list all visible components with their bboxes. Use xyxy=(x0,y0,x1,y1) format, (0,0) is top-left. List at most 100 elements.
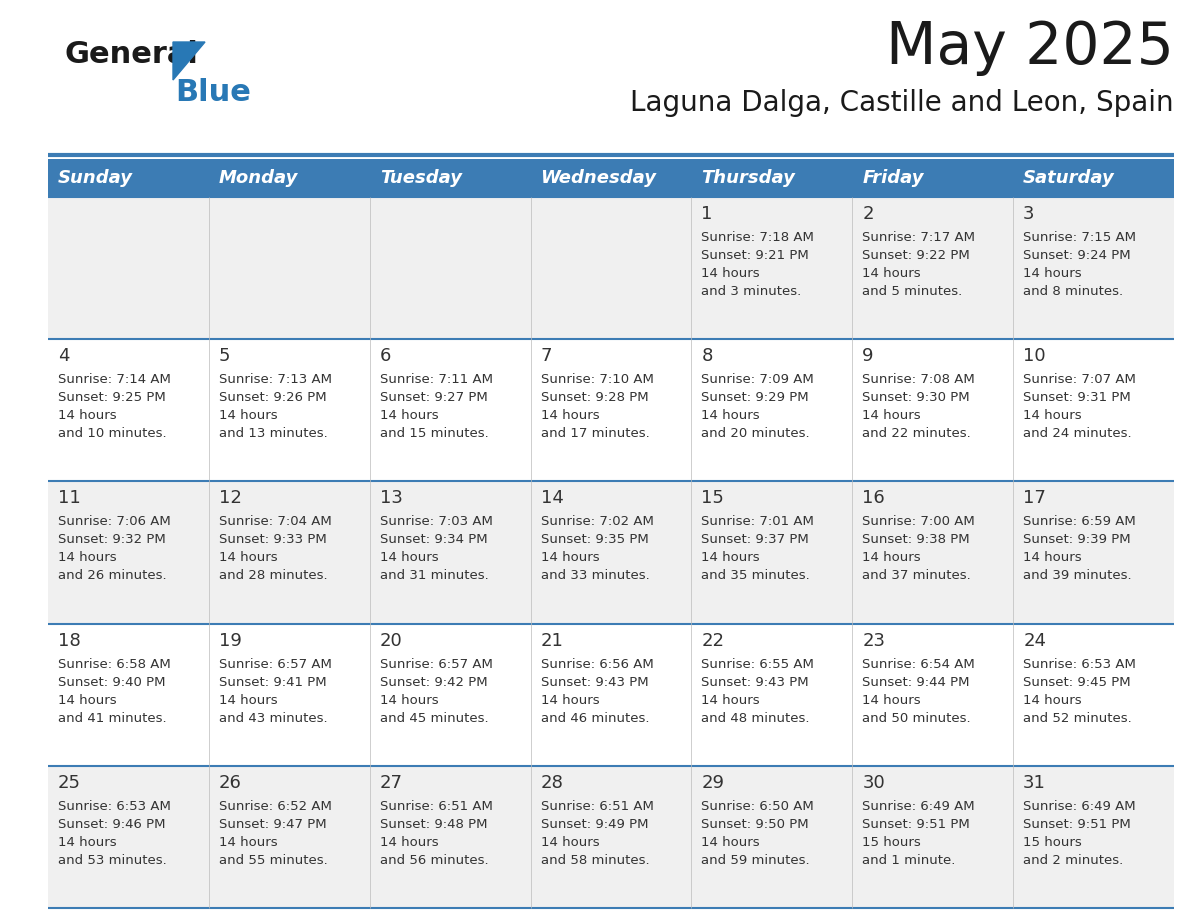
Text: and 39 minutes.: and 39 minutes. xyxy=(1023,569,1132,582)
FancyBboxPatch shape xyxy=(691,159,852,197)
Text: Saturday: Saturday xyxy=(1023,169,1114,187)
Text: 15: 15 xyxy=(701,489,725,508)
Text: and 45 minutes.: and 45 minutes. xyxy=(380,711,488,724)
Text: and 24 minutes.: and 24 minutes. xyxy=(1023,427,1132,441)
Text: and 3 minutes.: and 3 minutes. xyxy=(701,285,802,298)
Text: 14 hours: 14 hours xyxy=(1023,694,1082,707)
Text: 14 hours: 14 hours xyxy=(701,835,760,849)
Text: 14 hours: 14 hours xyxy=(541,409,599,422)
Text: Sunset: 9:48 PM: Sunset: 9:48 PM xyxy=(380,818,487,831)
Text: Sunrise: 6:56 AM: Sunrise: 6:56 AM xyxy=(541,657,653,671)
Text: Sunrise: 7:02 AM: Sunrise: 7:02 AM xyxy=(541,515,653,529)
Text: Sunrise: 6:55 AM: Sunrise: 6:55 AM xyxy=(701,657,814,671)
Text: and 10 minutes.: and 10 minutes. xyxy=(58,427,166,441)
Text: 11: 11 xyxy=(58,489,81,508)
Text: Sunrise: 7:13 AM: Sunrise: 7:13 AM xyxy=(219,374,331,386)
FancyBboxPatch shape xyxy=(691,339,852,481)
Text: Sunset: 9:44 PM: Sunset: 9:44 PM xyxy=(862,676,969,688)
FancyBboxPatch shape xyxy=(1013,481,1174,623)
Text: 6: 6 xyxy=(380,347,391,365)
Text: 20: 20 xyxy=(380,632,403,650)
Text: Sunrise: 6:53 AM: Sunrise: 6:53 AM xyxy=(1023,657,1136,671)
Text: 18: 18 xyxy=(58,632,81,650)
Text: 14: 14 xyxy=(541,489,563,508)
Text: and 22 minutes.: and 22 minutes. xyxy=(862,427,971,441)
Text: and 48 minutes.: and 48 minutes. xyxy=(701,711,810,724)
Text: 14 hours: 14 hours xyxy=(380,694,438,707)
Text: Sunset: 9:33 PM: Sunset: 9:33 PM xyxy=(219,533,327,546)
Text: 14 hours: 14 hours xyxy=(1023,267,1082,280)
Text: May 2025: May 2025 xyxy=(886,19,1174,76)
FancyBboxPatch shape xyxy=(209,197,369,339)
Text: 15 hours: 15 hours xyxy=(1023,835,1082,849)
Text: 27: 27 xyxy=(380,774,403,792)
Text: Sunset: 9:43 PM: Sunset: 9:43 PM xyxy=(701,676,809,688)
Text: Sunset: 9:26 PM: Sunset: 9:26 PM xyxy=(219,391,327,404)
Text: and 52 minutes.: and 52 minutes. xyxy=(1023,711,1132,724)
Text: and 53 minutes.: and 53 minutes. xyxy=(58,854,166,867)
Text: 15 hours: 15 hours xyxy=(862,835,921,849)
FancyBboxPatch shape xyxy=(852,197,1013,339)
Text: 14 hours: 14 hours xyxy=(380,409,438,422)
Text: and 58 minutes.: and 58 minutes. xyxy=(541,854,649,867)
FancyBboxPatch shape xyxy=(1013,159,1174,197)
Text: 14 hours: 14 hours xyxy=(701,694,760,707)
Text: Sunrise: 7:11 AM: Sunrise: 7:11 AM xyxy=(380,374,493,386)
Text: Sunrise: 6:59 AM: Sunrise: 6:59 AM xyxy=(1023,515,1136,529)
Text: 14 hours: 14 hours xyxy=(380,835,438,849)
FancyBboxPatch shape xyxy=(691,766,852,908)
Text: 24: 24 xyxy=(1023,632,1047,650)
Text: and 33 minutes.: and 33 minutes. xyxy=(541,569,650,582)
Text: 8: 8 xyxy=(701,347,713,365)
Text: Sunday: Sunday xyxy=(58,169,133,187)
Text: Sunset: 9:25 PM: Sunset: 9:25 PM xyxy=(58,391,166,404)
Text: Monday: Monday xyxy=(219,169,298,187)
FancyBboxPatch shape xyxy=(1013,197,1174,339)
Text: 7: 7 xyxy=(541,347,552,365)
Text: Sunset: 9:42 PM: Sunset: 9:42 PM xyxy=(380,676,487,688)
Text: Sunset: 9:49 PM: Sunset: 9:49 PM xyxy=(541,818,649,831)
FancyBboxPatch shape xyxy=(48,159,209,197)
FancyBboxPatch shape xyxy=(531,481,691,623)
FancyBboxPatch shape xyxy=(369,623,531,766)
Text: 4: 4 xyxy=(58,347,70,365)
Text: Sunrise: 6:57 AM: Sunrise: 6:57 AM xyxy=(219,657,331,671)
Text: 5: 5 xyxy=(219,347,230,365)
Text: 14 hours: 14 hours xyxy=(1023,552,1082,565)
Text: 13: 13 xyxy=(380,489,403,508)
Text: 14 hours: 14 hours xyxy=(862,267,921,280)
Text: 16: 16 xyxy=(862,489,885,508)
Text: and 43 minutes.: and 43 minutes. xyxy=(219,711,328,724)
Text: Sunrise: 7:06 AM: Sunrise: 7:06 AM xyxy=(58,515,171,529)
Text: 14 hours: 14 hours xyxy=(862,552,921,565)
Text: Sunrise: 6:51 AM: Sunrise: 6:51 AM xyxy=(541,800,653,812)
Text: and 55 minutes.: and 55 minutes. xyxy=(219,854,328,867)
FancyBboxPatch shape xyxy=(48,197,209,339)
Text: and 56 minutes.: and 56 minutes. xyxy=(380,854,488,867)
FancyBboxPatch shape xyxy=(531,339,691,481)
Text: and 15 minutes.: and 15 minutes. xyxy=(380,427,488,441)
FancyBboxPatch shape xyxy=(369,766,531,908)
Text: Sunset: 9:32 PM: Sunset: 9:32 PM xyxy=(58,533,166,546)
Text: Sunrise: 7:09 AM: Sunrise: 7:09 AM xyxy=(701,374,814,386)
Text: Sunset: 9:34 PM: Sunset: 9:34 PM xyxy=(380,533,487,546)
Text: Sunrise: 7:17 AM: Sunrise: 7:17 AM xyxy=(862,231,975,244)
Text: Sunrise: 7:18 AM: Sunrise: 7:18 AM xyxy=(701,231,814,244)
Text: 23: 23 xyxy=(862,632,885,650)
Text: Sunset: 9:22 PM: Sunset: 9:22 PM xyxy=(862,249,971,262)
Text: and 5 minutes.: and 5 minutes. xyxy=(862,285,962,298)
Text: Sunrise: 6:52 AM: Sunrise: 6:52 AM xyxy=(219,800,331,812)
Text: Sunrise: 6:49 AM: Sunrise: 6:49 AM xyxy=(1023,800,1136,812)
Text: Sunset: 9:38 PM: Sunset: 9:38 PM xyxy=(862,533,969,546)
Text: 17: 17 xyxy=(1023,489,1045,508)
Text: 30: 30 xyxy=(862,774,885,792)
Text: 12: 12 xyxy=(219,489,241,508)
Text: Blue: Blue xyxy=(175,78,251,107)
Text: Sunrise: 6:57 AM: Sunrise: 6:57 AM xyxy=(380,657,493,671)
Text: and 13 minutes.: and 13 minutes. xyxy=(219,427,328,441)
Text: Laguna Dalga, Castille and Leon, Spain: Laguna Dalga, Castille and Leon, Spain xyxy=(631,89,1174,117)
Text: Sunrise: 7:00 AM: Sunrise: 7:00 AM xyxy=(862,515,975,529)
Text: 14 hours: 14 hours xyxy=(862,409,921,422)
FancyBboxPatch shape xyxy=(48,481,209,623)
Text: Sunset: 9:24 PM: Sunset: 9:24 PM xyxy=(1023,249,1131,262)
